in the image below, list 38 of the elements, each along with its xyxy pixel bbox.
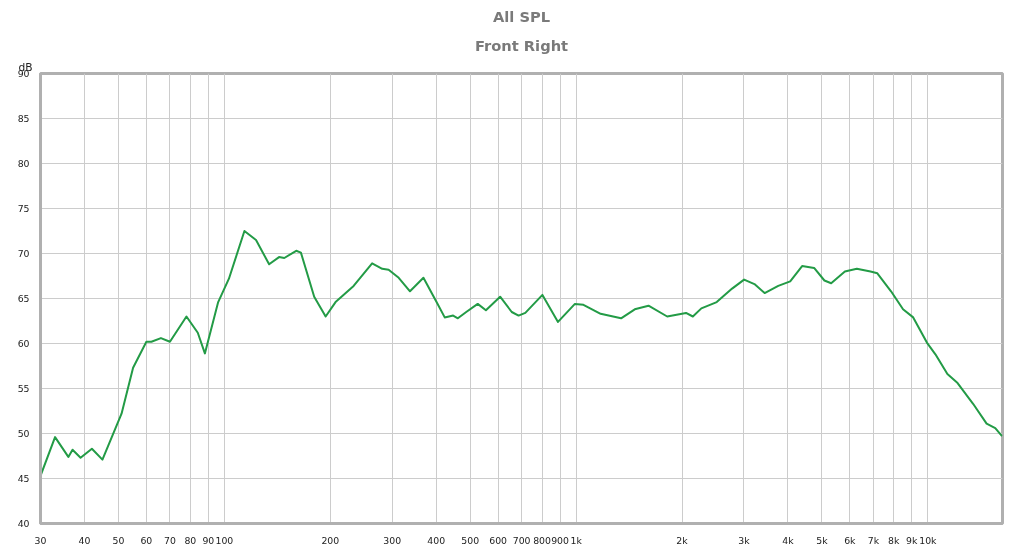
x-tick-label: 800 <box>533 534 552 546</box>
x-tick-label: 1k <box>570 534 583 546</box>
x-tick-label: 200 <box>321 534 340 546</box>
x-tick-label: 900 <box>551 534 570 546</box>
x-tick-label: 7k <box>867 534 880 546</box>
x-tick-label: 300 <box>383 534 402 546</box>
chart-title: All SPL <box>492 7 551 25</box>
x-tick-label: 2k <box>676 534 689 546</box>
x-tick-label: 5k <box>816 534 829 546</box>
x-tick-label: 70 <box>163 534 176 546</box>
x-tick-label: 9k <box>906 534 919 546</box>
x-tick-label: 60 <box>140 534 153 546</box>
x-tick-label: 80 <box>184 534 197 546</box>
chart-subtitle: Front Right <box>474 36 569 54</box>
x-tick-label: 600 <box>489 534 508 546</box>
x-tick-label: 90 <box>202 534 215 546</box>
y-tick-label: 70 <box>17 248 30 259</box>
y-tick-label: 55 <box>17 383 30 394</box>
x-tick-label: 6k <box>844 534 857 546</box>
y-tick-label: 75 <box>17 203 30 214</box>
x-tick-label: 3k <box>738 534 751 546</box>
x-tick-label: 4k <box>782 534 795 546</box>
x-tick-label: 500 <box>461 534 480 546</box>
y-tick-label: 50 <box>17 428 30 439</box>
x-tick-label: 50 <box>112 534 125 546</box>
x-tick-label: 100 <box>215 534 234 546</box>
y-tick-label: 40 <box>17 518 30 529</box>
y-tick-label: 45 <box>17 473 30 484</box>
y-tick-label: 85 <box>17 113 30 124</box>
y-tick-label: 65 <box>17 293 30 304</box>
x-tick-label: 8k <box>888 534 901 546</box>
y-tick-label: 80 <box>17 158 30 169</box>
x-tick-label: 30 <box>34 534 47 546</box>
x-tick-label: 40 <box>78 534 91 546</box>
x-tick-label: 400 <box>427 534 446 546</box>
x-tick-label: 10k <box>919 534 938 546</box>
y-tick-label: 60 <box>17 338 30 349</box>
x-tick-label: 700 <box>512 534 531 546</box>
